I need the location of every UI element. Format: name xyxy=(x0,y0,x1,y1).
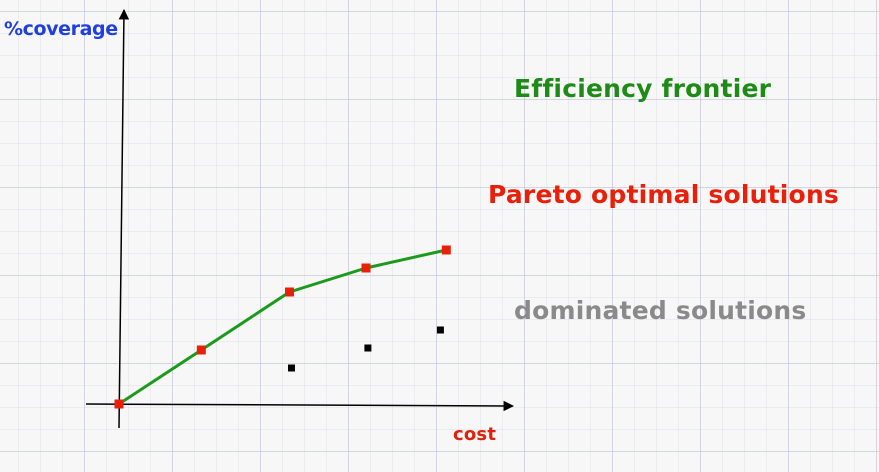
dominated-point xyxy=(364,344,372,352)
dominated-point xyxy=(288,364,295,372)
frontier-line xyxy=(118,248,447,406)
legend-efficiency-frontier: Efficiency frontier xyxy=(514,74,772,103)
dominated-point xyxy=(436,326,444,334)
y-axis xyxy=(118,8,130,429)
series-layer xyxy=(114,245,451,409)
pareto-point xyxy=(114,399,124,409)
x-axis-label: cost xyxy=(453,424,497,445)
pareto-point xyxy=(361,263,371,273)
pareto-point xyxy=(441,245,451,255)
legend-pareto-optimal: Pareto optimal solutions xyxy=(488,180,840,209)
y-axis-label: %coverage xyxy=(4,18,118,40)
x-axis xyxy=(85,400,515,412)
pareto-point xyxy=(285,287,294,297)
legend-dominated: dominated solutions xyxy=(514,296,807,325)
pareto-point xyxy=(196,345,206,355)
